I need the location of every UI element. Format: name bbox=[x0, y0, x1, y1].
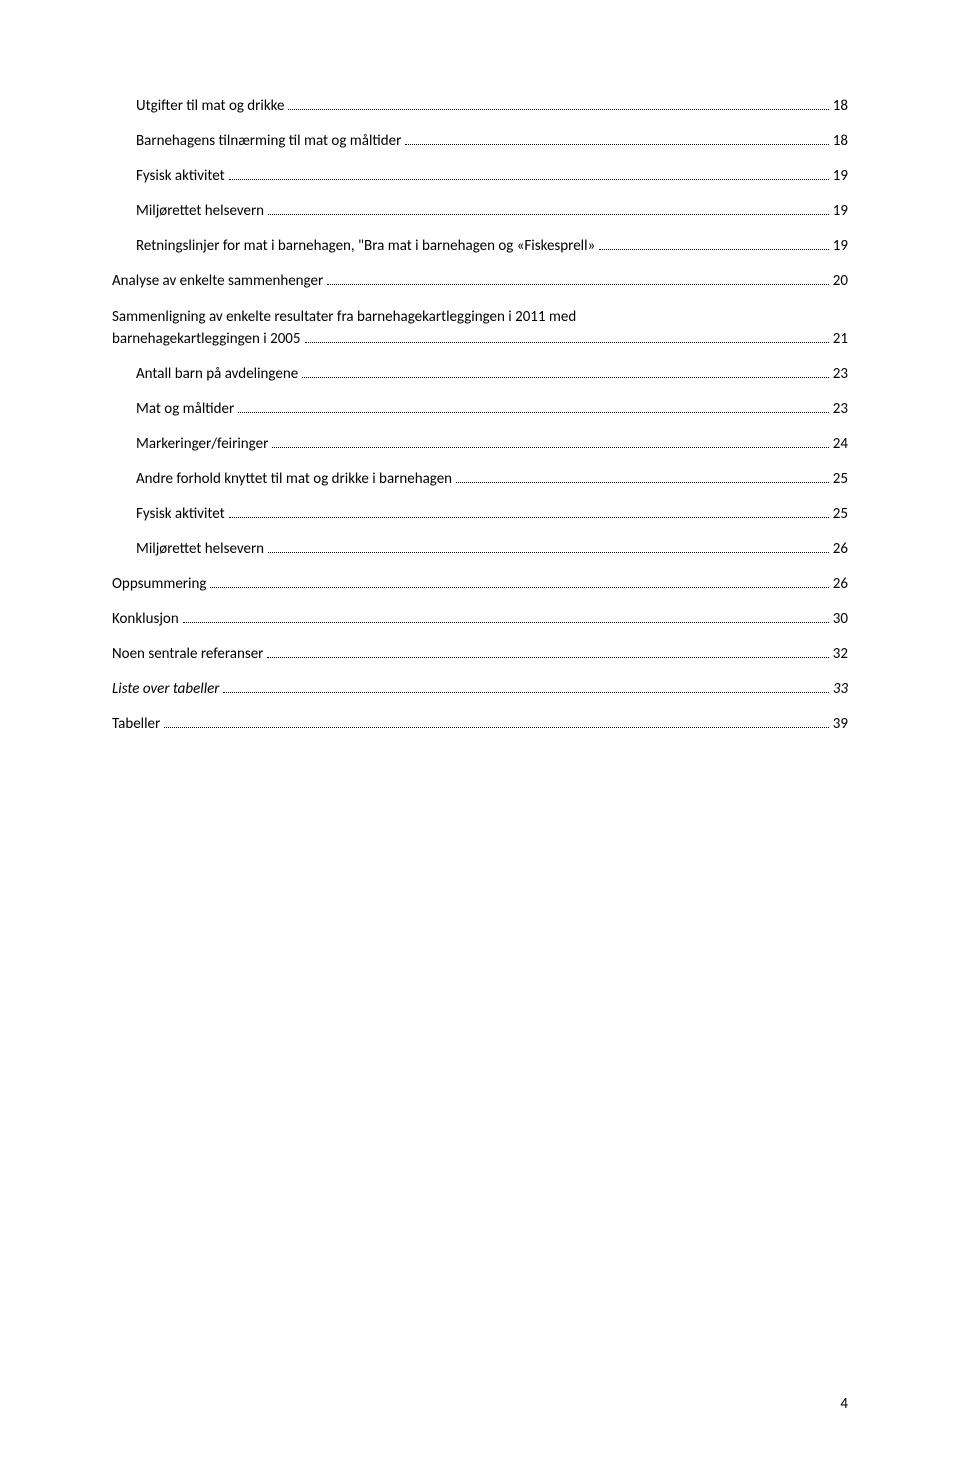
toc-leader bbox=[229, 517, 829, 518]
toc-entry: Andre forhold knyttet til mat og drikke … bbox=[112, 469, 848, 490]
toc-page: 33 bbox=[833, 679, 848, 700]
toc-label: Fysisk aktivitet bbox=[136, 166, 225, 187]
toc-label: Analyse av enkelte sammenhenger bbox=[112, 271, 323, 292]
toc-label: Noen sentrale referanser bbox=[112, 644, 263, 665]
toc-entry: Sammenligning av enkelte resultater fra … bbox=[112, 306, 848, 350]
toc-leader bbox=[268, 214, 829, 215]
toc-leader bbox=[238, 412, 829, 413]
toc-page: 19 bbox=[833, 236, 848, 257]
toc-entry: Miljørettet helsevern 26 bbox=[112, 539, 848, 560]
page-number: 4 bbox=[840, 1395, 848, 1413]
toc-entry: Fysisk aktivitet 19 bbox=[112, 166, 848, 187]
toc-leader bbox=[210, 587, 828, 588]
toc-leader bbox=[456, 482, 829, 483]
toc-label-line2: barnehagekartleggingen i 2005 bbox=[112, 329, 301, 350]
toc-page: 39 bbox=[833, 714, 848, 735]
toc-label: Markeringer/feiringer bbox=[136, 434, 268, 455]
toc-leader bbox=[272, 447, 828, 448]
toc-label: Mat og måltider bbox=[136, 399, 234, 420]
toc-page: 18 bbox=[833, 96, 848, 117]
toc-page: 25 bbox=[833, 504, 848, 525]
toc-entry: Fysisk aktivitet 25 bbox=[112, 504, 848, 525]
toc-page: 21 bbox=[833, 329, 848, 350]
toc-page: 23 bbox=[833, 399, 848, 420]
toc-entry: Noen sentrale referanser 32 bbox=[112, 644, 848, 665]
toc-leader bbox=[288, 109, 828, 110]
toc-entry: Retningslinjer for mat i barnehagen, "Br… bbox=[112, 236, 848, 257]
toc-leader bbox=[302, 377, 829, 378]
toc-leader bbox=[599, 249, 829, 250]
toc-leader bbox=[305, 342, 829, 343]
toc-label: Barnehagens tilnærming til mat og måltid… bbox=[136, 131, 401, 152]
toc-leader bbox=[223, 692, 828, 693]
toc-page: 26 bbox=[833, 539, 848, 560]
toc-leader bbox=[267, 657, 828, 658]
toc-page: 18 bbox=[833, 131, 848, 152]
toc-label: Miljørettet helsevern bbox=[136, 539, 264, 560]
toc-entry: Tabeller 39 bbox=[112, 714, 848, 735]
toc-entry: Liste over tabeller 33 bbox=[112, 679, 848, 700]
toc-page: 19 bbox=[833, 201, 848, 222]
toc-entry: Konklusjon 30 bbox=[112, 609, 848, 630]
toc-page: 32 bbox=[833, 644, 848, 665]
toc-page: 25 bbox=[833, 469, 848, 490]
toc-label: Miljørettet helsevern bbox=[136, 201, 264, 222]
toc-leader bbox=[183, 622, 829, 623]
toc-label: Oppsummering bbox=[112, 574, 206, 595]
toc-leader bbox=[405, 144, 828, 145]
toc-leader bbox=[327, 284, 829, 285]
toc-leader bbox=[164, 727, 829, 728]
toc-entry: Mat og måltider 23 bbox=[112, 399, 848, 420]
toc-page: 19 bbox=[833, 166, 848, 187]
toc-entry: Analyse av enkelte sammenhenger 20 bbox=[112, 271, 848, 292]
toc-label: Retningslinjer for mat i barnehagen, "Br… bbox=[136, 236, 595, 257]
toc-leader bbox=[268, 552, 829, 553]
toc-label: Utgifter til mat og drikke bbox=[136, 96, 284, 117]
table-of-contents: Utgifter til mat og drikke 18 Barnehagen… bbox=[112, 96, 848, 735]
toc-entry: Oppsummering 26 bbox=[112, 574, 848, 595]
toc-entry: Antall barn på avdelingene 23 bbox=[112, 364, 848, 385]
toc-entry: Miljørettet helsevern 19 bbox=[112, 201, 848, 222]
toc-entry: Markeringer/feiringer 24 bbox=[112, 434, 848, 455]
toc-page: 26 bbox=[833, 574, 848, 595]
toc-leader bbox=[229, 179, 829, 180]
toc-page: 20 bbox=[833, 271, 848, 292]
toc-page: 24 bbox=[833, 434, 848, 455]
toc-entry: Utgifter til mat og drikke 18 bbox=[112, 96, 848, 117]
toc-label: Konklusjon bbox=[112, 609, 179, 630]
toc-label: Andre forhold knyttet til mat og drikke … bbox=[136, 469, 452, 490]
toc-label: Fysisk aktivitet bbox=[136, 504, 225, 525]
toc-entry: Barnehagens tilnærming til mat og måltid… bbox=[112, 131, 848, 152]
toc-label-line1: Sammenligning av enkelte resultater fra … bbox=[112, 308, 576, 326]
toc-label: Tabeller bbox=[112, 714, 160, 735]
toc-page: 30 bbox=[833, 609, 848, 630]
toc-label: Antall barn på avdelingene bbox=[136, 364, 298, 385]
toc-page: 23 bbox=[833, 364, 848, 385]
toc-label: Liste over tabeller bbox=[112, 679, 219, 700]
